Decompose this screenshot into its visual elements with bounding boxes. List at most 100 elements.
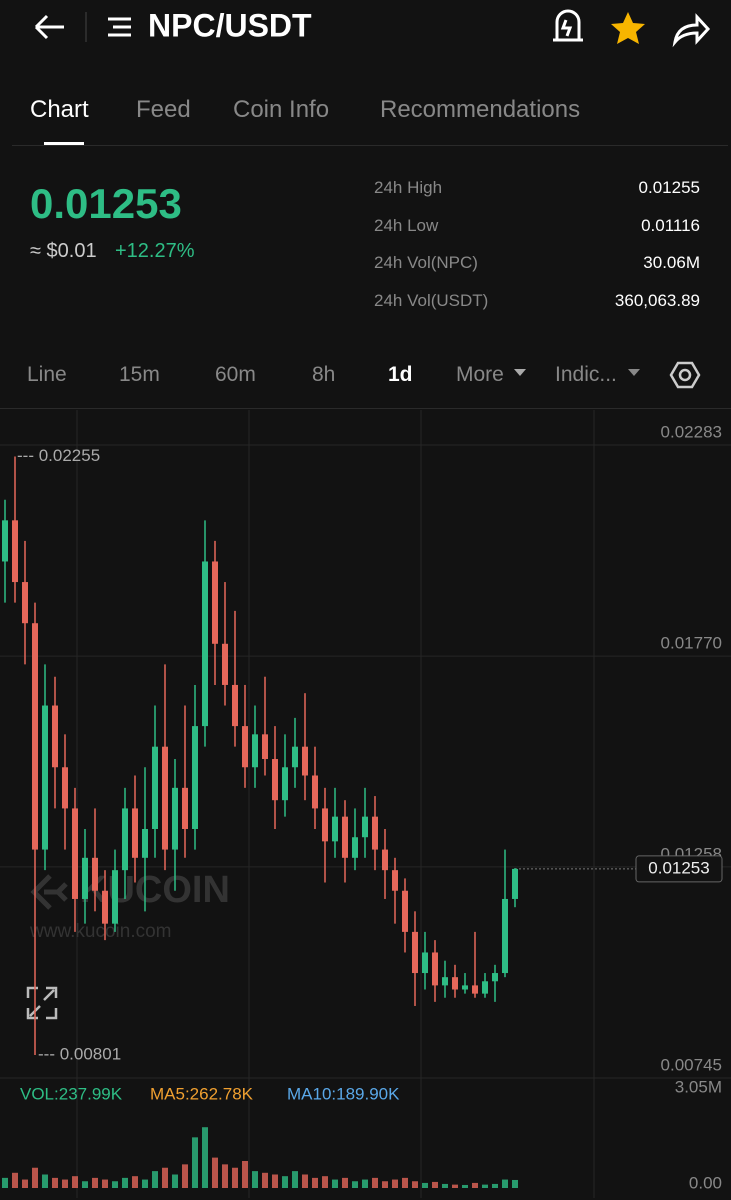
alert-icon[interactable] (553, 9, 583, 42)
y-tick-label: 0.00745 (661, 1055, 722, 1074)
volume-bar (402, 1177, 408, 1188)
volume-bar (12, 1172, 18, 1188)
candle-body (192, 726, 198, 829)
timeframe[interactable]: More (456, 363, 504, 386)
candle-body (162, 746, 168, 850)
candle-body (222, 643, 228, 685)
volume-bar (392, 1179, 398, 1188)
candle-body (432, 952, 438, 986)
fullscreen-icon[interactable] (26, 986, 58, 1020)
candle-body (12, 520, 18, 583)
stat-label: 24h High (374, 178, 443, 197)
volume-bar (132, 1176, 138, 1188)
favorite-icon[interactable] (611, 12, 645, 44)
candle-body (412, 931, 418, 974)
volume-bar (22, 1179, 28, 1188)
stat-label: 24h Vol(NPC) (374, 253, 478, 272)
candle-body (212, 561, 218, 644)
tab[interactable]: Feed (136, 96, 191, 123)
top-bar: NPC/USDT (34, 7, 711, 48)
tab[interactable]: Coin Info (233, 96, 330, 123)
candle-body (112, 870, 118, 924)
volume-bar (202, 1127, 208, 1188)
volume-bar (262, 1172, 268, 1188)
candle-body (352, 837, 358, 858)
candle-body (42, 705, 48, 850)
candle-body (202, 561, 208, 727)
candle-body (232, 684, 238, 727)
divider (12, 145, 728, 146)
volume-bar (62, 1179, 68, 1188)
tab-underline (44, 142, 84, 145)
candle-body (172, 787, 178, 850)
stat-value: 0.01116 (641, 215, 700, 235)
volume-bar (92, 1177, 98, 1188)
price-change: +12.27% (115, 240, 195, 262)
candle-body (362, 816, 368, 838)
last-price-box (635, 855, 723, 883)
candle-body (182, 787, 188, 829)
timeframe[interactable]: Indic... (555, 363, 617, 386)
last-price: 0.01253 (30, 180, 182, 227)
volume-bar (2, 1177, 8, 1188)
candle-body (392, 870, 398, 891)
candle-body (442, 977, 448, 986)
volume-bar (42, 1174, 48, 1188)
candle-body (122, 808, 128, 871)
candle-body (22, 582, 28, 624)
volume-bar (72, 1176, 78, 1188)
watermark-logo (30, 874, 68, 910)
candle-body (312, 775, 318, 809)
stat-label: 24h Low (374, 215, 439, 235)
timeframe[interactable]: 1d (388, 363, 413, 386)
candle-body (512, 868, 518, 899)
candle-body (132, 808, 138, 858)
volume-label: MA10:189.90K (287, 1084, 400, 1103)
menu-icon[interactable] (108, 17, 131, 37)
timeframe[interactable]: 8h (312, 363, 336, 386)
share-icon[interactable] (672, 13, 711, 48)
candle-body (272, 759, 278, 801)
candle-body (492, 973, 498, 982)
stat-label: 24h Vol(USDT) (374, 290, 489, 310)
volume-bar (222, 1164, 228, 1188)
volume-bar (412, 1181, 418, 1188)
candle-body (302, 746, 308, 776)
volume-bar (312, 1177, 318, 1188)
candle-body (402, 890, 408, 932)
candle-body (142, 828, 148, 858)
tab[interactable]: Chart (30, 96, 89, 123)
candle-body (262, 734, 268, 760)
volume-label: VOL:237.99K (20, 1084, 123, 1103)
timeframe[interactable]: 15m (119, 363, 160, 386)
candle-body (482, 981, 488, 994)
candle-body (292, 746, 298, 768)
y-tick-label: 0.02283 (661, 422, 722, 441)
volume-bar (472, 1182, 478, 1188)
back-button[interactable] (34, 14, 64, 40)
tab[interactable]: Recommendations (380, 96, 581, 123)
dropdown-caret (514, 369, 526, 376)
timeframe[interactable]: Line (27, 363, 67, 386)
candle-body (462, 985, 468, 990)
volume-bar (462, 1184, 468, 1188)
candle-body (72, 808, 78, 899)
candle-body (92, 857, 98, 891)
volume-bar (302, 1174, 308, 1188)
volume-bar (512, 1179, 518, 1188)
volume-bar (322, 1176, 328, 1188)
volume-bar (192, 1137, 198, 1188)
volume-bar (502, 1179, 508, 1188)
volume-bar (142, 1179, 148, 1188)
y-tick-label: 0.01770 (661, 634, 722, 653)
volume-bar (212, 1157, 218, 1188)
stat-value: 360,063.89 (614, 290, 700, 310)
volume-bar (352, 1181, 358, 1188)
timeframe[interactable]: 60m (215, 363, 256, 386)
candle-body (2, 520, 8, 562)
settings-icon[interactable] (668, 360, 702, 390)
pair-title: NPC/USDT (148, 7, 312, 43)
candle-body (372, 816, 378, 850)
last-price-label: 0.01253 (648, 858, 709, 877)
